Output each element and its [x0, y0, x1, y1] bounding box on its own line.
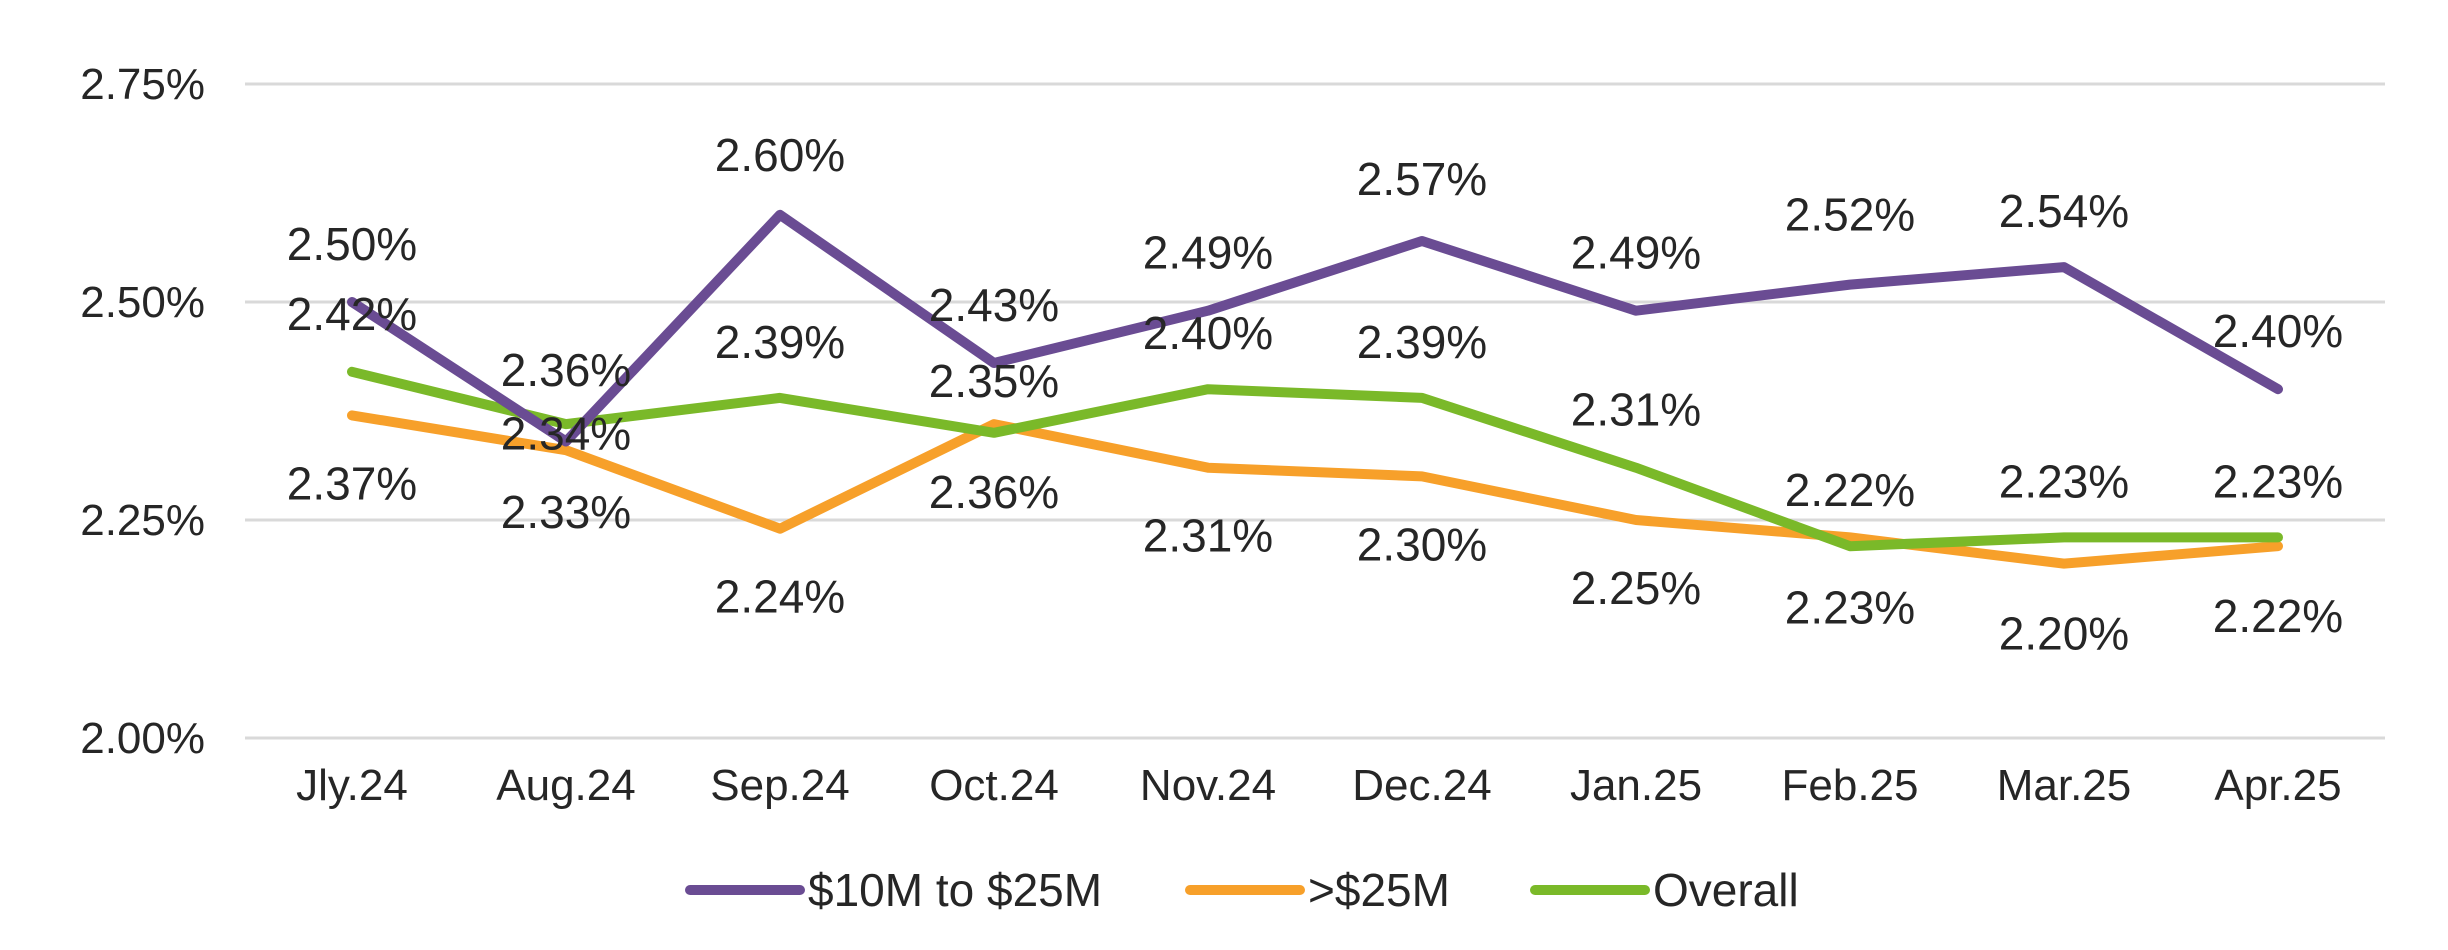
- y-tick-label: 2.00%: [80, 714, 205, 763]
- x-tick-label: Nov.24: [1140, 761, 1276, 810]
- y-tick-label: 2.75%: [80, 60, 205, 109]
- data-label: 2.40%: [2213, 305, 2343, 357]
- x-tick-label: Feb.25: [1782, 761, 1919, 810]
- x-axis-tick-labels: Jly.24 Aug.24 Sep.24 Oct.24 Nov.24 Dec.24 Jan.…: [296, 761, 2341, 810]
- legend: $10M to $25M >$25M Overall: [685, 864, 1799, 916]
- data-label: 2.54%: [1999, 185, 2129, 237]
- data-label: 2.24%: [715, 571, 845, 623]
- data-label: 2.52%: [1785, 189, 1915, 241]
- data-label: 2.39%: [715, 316, 845, 368]
- data-label: 2.33%: [501, 486, 631, 538]
- data-label: 2.31%: [1143, 510, 1273, 562]
- data-label: 2.20%: [1999, 608, 2129, 660]
- data-label: 2.36%: [929, 466, 1059, 518]
- x-tick-label: Jly.24: [296, 761, 408, 810]
- data-label: 2.22%: [2213, 590, 2343, 642]
- data-label: 2.43%: [929, 279, 1059, 331]
- y-tick-label: 2.50%: [80, 278, 205, 327]
- data-label: 2.25%: [1571, 562, 1701, 614]
- data-label: 2.23%: [1999, 455, 2129, 507]
- data-label: 2.37%: [287, 457, 417, 509]
- data-label: 2.49%: [1143, 227, 1273, 279]
- data-label: 2.60%: [715, 129, 845, 181]
- series-line-1: [347, 410, 2283, 569]
- gridlines: [245, 82, 2385, 740]
- data-label: 2.42%: [287, 288, 417, 340]
- series-line-0: [347, 209, 2283, 447]
- legend-label: Overall: [1653, 864, 1799, 916]
- y-tick-label: 2.25%: [80, 496, 205, 545]
- data-label: 2.30%: [1357, 518, 1487, 570]
- data-label: 2.50%: [287, 218, 417, 270]
- x-tick-label: Sep.24: [710, 761, 849, 810]
- data-label: 2.49%: [1571, 227, 1701, 279]
- data-label: 2.23%: [2213, 455, 2343, 507]
- x-tick-label: Apr.25: [2214, 761, 2341, 810]
- x-tick-label: Oct.24: [929, 761, 1059, 810]
- x-tick-label: Jan.25: [1570, 761, 1702, 810]
- x-tick-label: Mar.25: [1997, 761, 2132, 810]
- data-label: 2.39%: [1357, 316, 1487, 368]
- legend-label: $10M to $25M: [808, 864, 1102, 916]
- data-labels: 2.50% 2.34% 2.60% 2.43% 2.49% 2.57% 2.49% 2.52%…: [287, 129, 2343, 660]
- series-lines: [347, 209, 2283, 569]
- y-axis-tick-labels: 2.00% 2.25% 2.50% 2.75%: [80, 60, 205, 763]
- x-tick-label: Aug.24: [496, 761, 635, 810]
- series-line-2: [347, 366, 2283, 552]
- data-label: 2.23%: [1785, 581, 1915, 633]
- data-label: 2.22%: [1785, 464, 1915, 516]
- data-label: 2.57%: [1357, 153, 1487, 205]
- data-label: 2.31%: [1571, 384, 1701, 436]
- legend-label: >$25M: [1308, 864, 1450, 916]
- data-label: 2.34%: [501, 408, 631, 460]
- data-label: 2.40%: [1143, 307, 1273, 359]
- data-label: 2.36%: [501, 344, 631, 396]
- data-label: 2.35%: [929, 355, 1059, 407]
- x-tick-label: Dec.24: [1352, 761, 1491, 810]
